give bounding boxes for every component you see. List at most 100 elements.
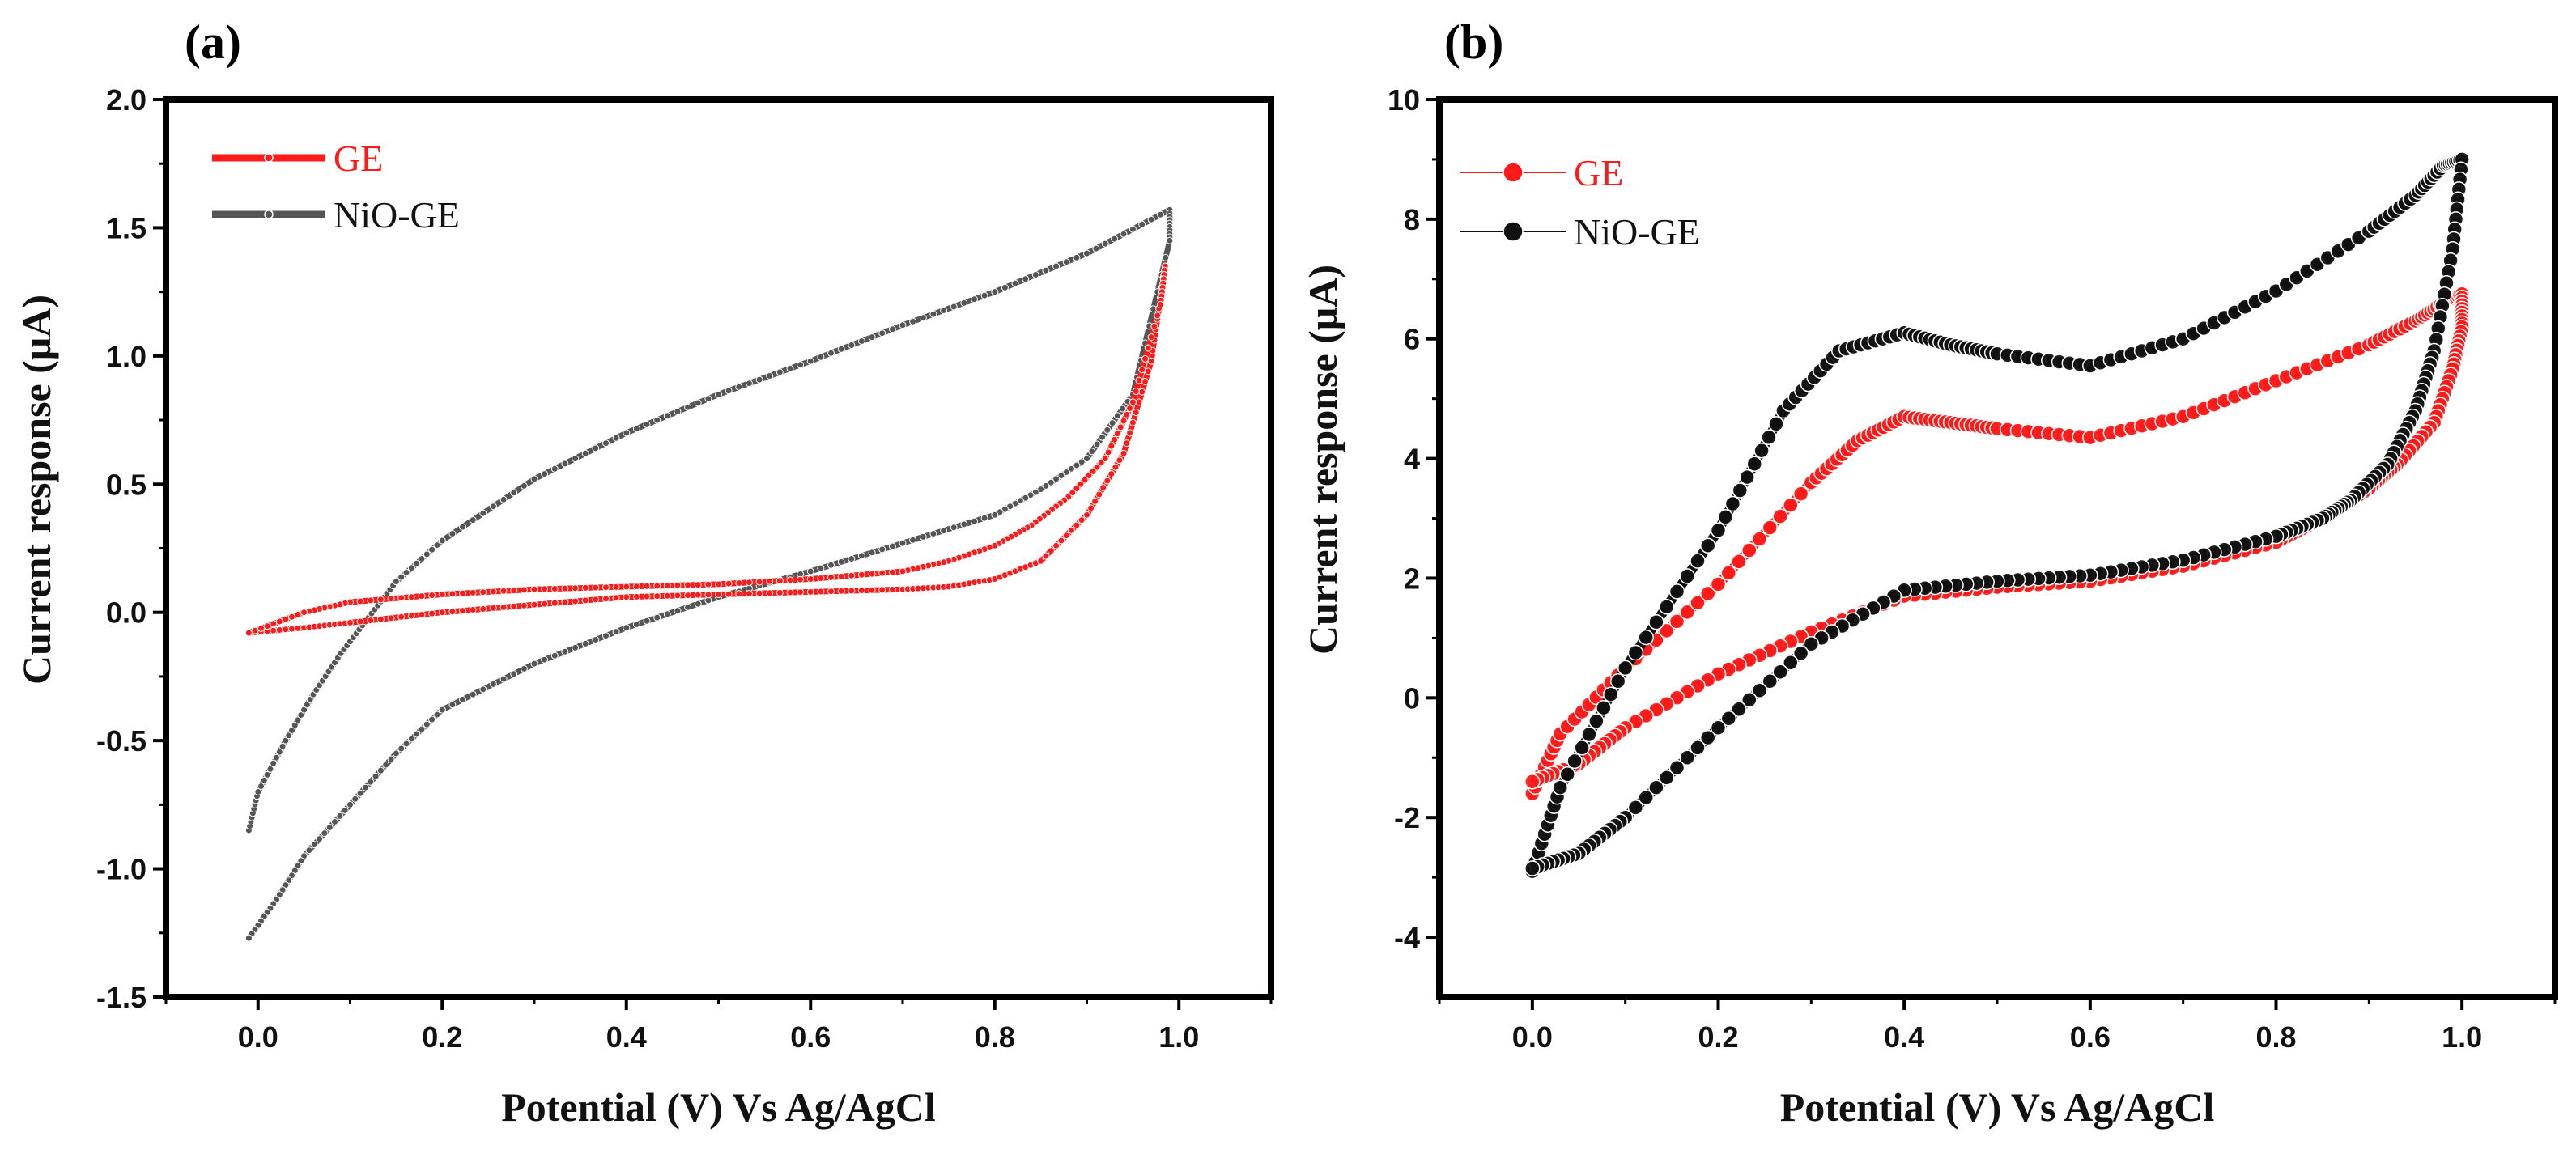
plot-frame-a [163,96,1274,1000]
data-point-a-1 [643,592,651,600]
data-point-a-0 [275,748,283,756]
data-point-a-0 [263,770,271,779]
data-point-a-1 [1068,526,1075,534]
data-point-a-1 [459,589,466,597]
series-b-0 [1524,286,2470,802]
data-point-a-1 [1103,477,1112,485]
legend-label-b-0: GE [1574,152,1623,193]
data-point-a-1 [294,624,302,632]
data-point-a-1 [755,589,763,597]
data-point-a-1 [270,620,278,628]
data-point-a-1 [1157,301,1164,308]
data-point-a-0 [382,761,390,769]
data-point-a-1 [244,629,253,637]
data-point-a-1 [520,586,528,594]
data-point-a-0 [407,564,415,572]
x-tick-label-a-5: 1.0 [1158,1020,1199,1054]
data-point-a-1 [294,611,302,618]
data-point-a-1 [550,585,559,592]
data-point-a-1 [1057,537,1065,545]
data-point-a-0 [530,475,538,483]
data-point-a-1 [397,613,406,621]
data-point-a-0 [1057,472,1065,480]
data-point-a-0 [950,303,958,311]
data-point-a-0 [260,776,268,784]
data-point-a-1 [387,614,395,622]
data-point-b-1 [1668,583,1685,600]
data-point-a-0 [402,740,410,748]
data-point-a-0 [1162,253,1170,261]
data-point-a-1 [1095,490,1103,499]
data-point-a-0 [684,603,692,611]
data-point-a-0 [341,806,349,814]
chart-panel-a: (a) 0.0 0.2 0.4 0.6 0.8 1.0 -1.5 -1.0 -0.5 0.0 0.5 1… [14,15,1274,1130]
data-point-a-1 [1144,344,1152,352]
data-point-a-0 [1022,275,1030,283]
data-point-b-1 [1581,726,1597,743]
data-point-b-1 [1724,495,1741,512]
data-point-a-1 [1123,410,1131,418]
data-point-a-0 [827,561,835,569]
data-point-a-1 [643,582,651,590]
data-point-a-0 [581,639,589,647]
data-point-a-0 [991,288,999,296]
data-point-a-0 [848,555,856,562]
data-point-b-1 [1679,749,1695,766]
data-point-a-0 [868,333,876,342]
data-point-a-1 [1062,532,1070,540]
data-point-a-0 [643,617,651,625]
data-point-a-0 [1099,433,1106,441]
data-point-a-0 [402,568,410,576]
data-point-a-1 [288,613,295,621]
data-point-a-1 [1116,456,1124,465]
data-point-a-0 [663,412,671,420]
data-point-b-0 [1772,508,1788,524]
data-point-a-0 [423,720,431,728]
data-point-a-1 [376,615,385,623]
data-point-a-0 [541,470,549,478]
chart-a-svg: (a) 0.0 0.2 0.4 0.6 0.8 1.0 -1.5 -1.0 -0.5 0.0 0.5 1… [14,15,1274,1130]
data-point-a-1 [1112,463,1120,471]
data-point-a-0 [653,613,661,622]
data-point-b-1 [1690,740,1706,756]
data-point-a-0 [929,530,937,537]
data-point-a-0 [786,364,794,372]
data-point-a-1 [1052,541,1061,549]
data-point-a-1 [888,586,896,593]
series-b-1 [1524,151,2470,880]
data-point-a-1 [623,583,631,591]
y-tick-label-b-0: -4 [1394,921,1420,954]
data-point-a-0 [960,520,968,528]
data-point-a-0 [499,495,508,503]
data-point-a-0 [1120,230,1128,238]
data-point-a-0 [1001,283,1009,291]
data-point-b-1 [1792,645,1809,662]
data-point-a-1 [288,625,295,633]
data-point-b-1 [1552,779,1569,795]
data-point-a-0 [888,325,896,333]
data-point-a-0 [735,383,743,391]
y-tick-label-a-7: 2.0 [106,83,147,117]
data-point-a-0 [316,835,324,843]
y-tick-label-a-2: -0.5 [96,724,147,757]
data-point-a-0 [550,651,559,660]
legend-marker-a-1 [264,210,274,219]
data-point-a-0 [980,291,988,299]
data-point-a-0 [653,416,661,424]
data-point-a-1 [725,579,733,588]
data-point-a-0 [428,545,436,554]
data-point-a-0 [806,567,814,575]
data-point-a-1 [776,588,784,596]
data-point-a-0 [827,349,835,357]
data-point-a-0 [663,610,671,618]
data-point-a-0 [857,337,865,345]
data-point-a-1 [592,583,600,592]
data-point-b-1 [1658,599,1675,615]
data-point-b-1 [1638,629,1654,646]
data-point-a-0 [459,523,466,531]
legend-marker-a-0 [264,153,274,163]
data-point-a-1 [1097,459,1105,467]
data-point-a-1 [257,624,265,632]
data-point-a-1 [766,589,774,597]
data-point-a-0 [1068,465,1075,473]
